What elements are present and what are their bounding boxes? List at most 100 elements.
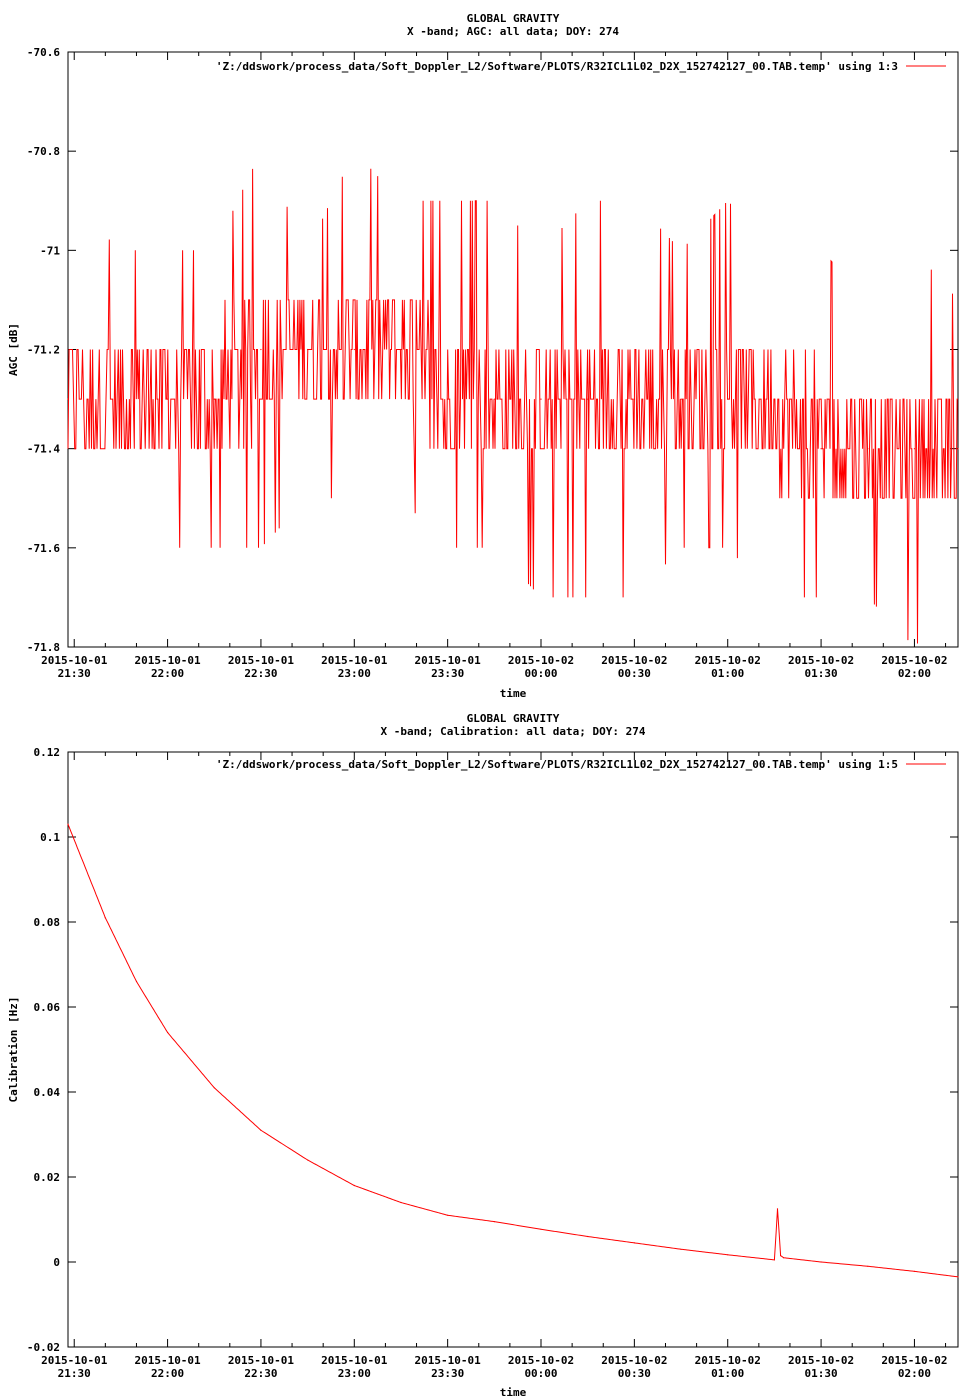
x-tick-date: 2015-10-02 — [788, 654, 854, 667]
data-point — [587, 398, 589, 400]
data-point — [783, 1257, 785, 1259]
legend-label: 'Z:/ddswork/process_data/Soft_Doppler_L2… — [216, 758, 898, 771]
data-point — [260, 348, 262, 351]
x-tick-date: 2015-10-01 — [134, 654, 201, 667]
x-tick-date: 2015-10-02 — [695, 1354, 761, 1367]
x-axis-label: time — [500, 1386, 527, 1399]
data-point — [820, 448, 822, 450]
data-point — [680, 398, 682, 400]
chart-title: GLOBAL GRAVITY — [467, 12, 560, 25]
x-tick-date: 2015-10-01 — [41, 654, 108, 667]
x-tick-time: 22:00 — [151, 667, 184, 680]
y-tick-label: -71.6 — [27, 542, 60, 555]
y-tick-label: -71.4 — [27, 443, 60, 456]
chart-subtitle: X -band; AGC: all data; DOY: 274 — [407, 25, 619, 38]
data-point — [633, 398, 636, 400]
x-tick-time: 00:30 — [618, 1367, 651, 1380]
y-tick-label: -71.2 — [27, 344, 60, 357]
x-tick-time: 23:30 — [431, 1367, 464, 1380]
series-line — [67, 824, 959, 1278]
data-point — [135, 980, 138, 983]
data-point — [680, 1248, 682, 1250]
data-point — [540, 1228, 542, 1230]
data-point — [957, 448, 959, 450]
x-tick-date: 2015-10-01 — [415, 654, 482, 667]
data-point — [913, 448, 916, 450]
data-point — [776, 1208, 779, 1210]
data-point — [353, 348, 355, 351]
series-0 — [67, 823, 959, 1278]
data-point — [307, 1159, 309, 1161]
x-tick-time: 23:30 — [431, 667, 464, 680]
data-point — [67, 398, 69, 400]
x-tick-time: 22:00 — [151, 1367, 184, 1380]
data-point — [400, 1201, 402, 1204]
chart-subtitle: X -band; Calibration: all data; DOY: 274 — [381, 725, 646, 738]
data-point — [773, 398, 776, 400]
data-point — [913, 1270, 916, 1272]
data-point — [167, 398, 169, 400]
data-point — [867, 1265, 869, 1267]
y-tick-label: 0.02 — [34, 1171, 61, 1184]
x-tick-date: 2015-10-02 — [601, 654, 667, 667]
data-point — [213, 398, 215, 400]
x-tick-time: 01:00 — [711, 667, 744, 680]
data-point — [447, 398, 449, 400]
x-tick-date: 2015-10-02 — [881, 654, 947, 667]
y-tick-label: 0.1 — [40, 831, 60, 844]
y-tick-label: 0.12 — [34, 746, 61, 759]
y-tick-label: -70.6 — [27, 46, 60, 59]
data-point — [867, 448, 869, 450]
data-point — [633, 1242, 636, 1244]
x-tick-time: 00:30 — [618, 667, 651, 680]
x-tick-time: 00:00 — [524, 667, 557, 680]
x-tick-date: 2015-10-01 — [321, 1354, 388, 1367]
data-point — [120, 398, 122, 400]
data-point — [493, 398, 495, 400]
x-tick-date: 2015-10-02 — [881, 1354, 947, 1367]
data-point — [727, 398, 729, 400]
data-point — [67, 823, 69, 825]
data-point — [820, 1261, 822, 1263]
data-point — [727, 1254, 729, 1256]
x-tick-time: 00:00 — [524, 1367, 557, 1380]
y-tick-label: -71.8 — [27, 641, 60, 654]
y-tick-label: -0.02 — [27, 1341, 60, 1354]
y-tick-label: 0 — [53, 1256, 60, 1269]
legend-label: 'Z:/ddswork/process_data/Soft_Doppler_L2… — [216, 60, 898, 73]
y-axis-label: Calibration [Hz] — [7, 997, 20, 1103]
x-tick-time: 22:30 — [244, 1367, 277, 1380]
data-point — [957, 1276, 959, 1278]
y-tick-label: -70.8 — [27, 145, 60, 158]
y-axis-label: AGC [dB] — [7, 323, 20, 376]
x-tick-date: 2015-10-02 — [601, 1354, 667, 1367]
x-tick-date: 2015-10-01 — [321, 654, 388, 667]
y-tick-label: 0.08 — [34, 916, 61, 929]
x-tick-date: 2015-10-01 — [228, 1354, 295, 1367]
x-tick-date: 2015-10-02 — [695, 654, 761, 667]
data-point — [307, 348, 309, 351]
x-tick-time: 23:00 — [338, 1367, 371, 1380]
y-tick-label: 0.04 — [34, 1086, 61, 1099]
x-tick-date: 2015-10-01 — [228, 654, 295, 667]
x-tick-time: 01:00 — [711, 1367, 744, 1380]
y-tick-label: -71 — [40, 244, 60, 257]
data-point — [213, 1087, 215, 1089]
series-0 — [67, 168, 959, 644]
data-point — [167, 1031, 169, 1034]
x-tick-time: 21:30 — [58, 667, 91, 680]
x-axis-label: time — [500, 687, 527, 700]
x-tick-date: 2015-10-01 — [415, 1354, 482, 1367]
x-tick-time: 01:30 — [805, 1367, 838, 1380]
data-point — [353, 1184, 355, 1187]
data-point — [104, 917, 106, 919]
series-line — [67, 168, 958, 644]
chart-title: GLOBAL GRAVITY — [467, 712, 560, 725]
x-tick-time: 23:00 — [338, 667, 371, 680]
data-point — [773, 1259, 776, 1261]
x-tick-time: 21:30 — [58, 1367, 91, 1380]
data-point — [260, 1129, 262, 1131]
x-tick-time: 02:00 — [898, 667, 931, 680]
data-point — [447, 1214, 449, 1216]
